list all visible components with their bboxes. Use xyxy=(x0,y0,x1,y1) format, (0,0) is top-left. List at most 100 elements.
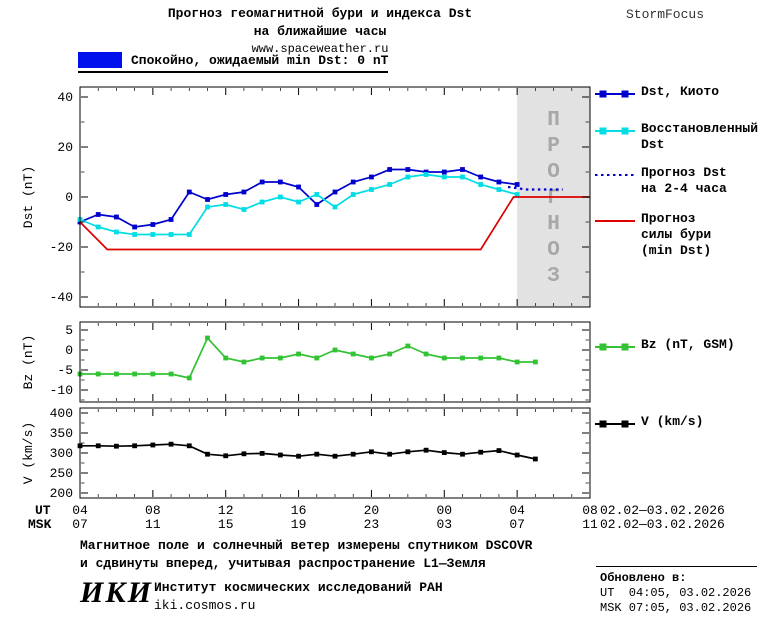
bz-legend: Bz (nT, GSM) xyxy=(595,337,757,358)
bz-marker xyxy=(168,371,174,377)
dst-restored-marker xyxy=(223,202,229,207)
dst-restored-marker xyxy=(296,199,301,205)
y-tick-label: -20 xyxy=(50,240,73,255)
bz-marker xyxy=(241,359,247,365)
bz-marker xyxy=(296,351,301,357)
ut-row-label: UT xyxy=(35,503,51,518)
dst-restored-marker xyxy=(405,174,411,180)
spaceweather-link[interactable]: www.spaceweather.ru xyxy=(251,42,389,56)
dst-restored-marker xyxy=(277,194,283,200)
dst-restored-marker xyxy=(441,174,447,180)
dst-kyoto-marker xyxy=(114,214,119,220)
legend-dst-forecast-label: Прогноз Dst на 2-4 часа xyxy=(641,165,727,196)
iki-link[interactable]: iki.cosmos.ru xyxy=(154,598,256,613)
dst-kyoto-marker xyxy=(277,179,283,185)
y-tick-label: 250 xyxy=(50,466,73,481)
y-axis-title: Dst (nT) xyxy=(21,166,36,228)
footnote-line2: и сдвинуты вперед, учитывая распростране… xyxy=(80,556,486,571)
dst-kyoto-marker xyxy=(478,174,484,180)
ut-tick-label: 04 xyxy=(509,503,525,518)
msk-tick-label: 11 xyxy=(582,517,598,532)
legend-storm-forecast-label: Прогноз силы бури (min Dst) xyxy=(641,211,712,258)
dst-kyoto-marker xyxy=(223,192,229,197)
y-tick-label: -10 xyxy=(50,383,73,398)
bz-swatch xyxy=(595,340,635,358)
dst-kyoto-marker xyxy=(441,169,447,175)
legend-dst-forecast: Прогноз Dst на 2-4 часа xyxy=(595,165,757,197)
status-color-swatch xyxy=(78,52,122,68)
msk-date-range: 02.02—03.02.2026 xyxy=(600,517,725,532)
v-marker xyxy=(423,447,429,453)
msk-row-label: MSK xyxy=(28,517,52,532)
dst-restored-marker xyxy=(186,232,192,237)
v-marker xyxy=(241,451,247,457)
dst-restored-marker xyxy=(132,232,138,237)
bz-marker xyxy=(259,355,265,361)
bz-marker xyxy=(277,355,283,361)
msk-tick-label: 23 xyxy=(364,517,380,532)
v-marker xyxy=(114,443,119,449)
v-marker xyxy=(205,451,210,457)
y-tick-label: 40 xyxy=(57,90,73,105)
dst-kyoto xyxy=(79,168,518,228)
v-marker xyxy=(296,453,301,459)
bz-marker xyxy=(369,355,374,361)
dst-kyoto-marker xyxy=(387,167,393,172)
bz-legend-label: Bz (nT, GSM) xyxy=(641,337,735,352)
plot-box xyxy=(79,321,591,403)
storm-forecast-swatch xyxy=(595,214,635,232)
bz-marker xyxy=(223,355,229,361)
institute-name: Институт космических исследований РАН xyxy=(154,580,443,595)
legend-dst-kyoto: Dst, Киото xyxy=(595,84,757,105)
dst-restored-marker xyxy=(514,192,520,197)
dst-kyoto-marker xyxy=(332,189,338,195)
bz xyxy=(80,336,536,379)
ut-tick-label: 04 xyxy=(72,503,88,518)
dst-restored-marker xyxy=(314,192,320,197)
iki-logo: ИКИ xyxy=(80,576,154,609)
bz-panel: 5 0 -5 -10 Bz (nT) xyxy=(21,321,591,403)
ut-tick-label: 20 xyxy=(364,503,380,518)
bz-marker xyxy=(205,335,210,341)
dst-restored-marker xyxy=(205,204,210,210)
bz-marker xyxy=(514,359,520,365)
forecast-band-letter: О xyxy=(547,239,560,262)
y-tick-label: 0 xyxy=(65,190,73,205)
legend-storm-forecast: Прогноз силы бури (min Dst) xyxy=(595,211,757,259)
v-marker xyxy=(405,449,411,455)
chart-header: Прогноз геомагнитной бури и индекса Dst … xyxy=(60,6,580,56)
bz-marker xyxy=(532,359,538,365)
v-marker xyxy=(441,450,447,455)
dst-kyoto-marker xyxy=(241,189,247,195)
brand-label: StormFocus xyxy=(626,7,705,22)
dst-kyoto-marker xyxy=(95,212,101,217)
v-marker xyxy=(369,449,374,455)
status-text: Спокойно, ожидаемый min Dst: 0 nT xyxy=(131,52,389,68)
v-marker xyxy=(168,441,174,447)
legend-dst-kyoto-label: Dst, Киото xyxy=(641,84,720,99)
y-tick-label: 350 xyxy=(50,426,73,441)
bz-marker xyxy=(332,347,338,353)
forecast-band-letter: О xyxy=(547,161,560,184)
y-axis-title: V (km/s) xyxy=(21,422,36,484)
dst-restored-marker xyxy=(259,199,265,205)
ut-tick-label: 12 xyxy=(218,503,234,518)
v xyxy=(80,443,536,460)
dst-kyoto-marker xyxy=(423,169,429,175)
dst-legend: Dst, Киото Восстановленный Dst Прогноз D… xyxy=(595,84,758,259)
bz-marker xyxy=(496,355,502,361)
footnote-line1: Магнитное поле и солнечный ветер измерен… xyxy=(80,538,533,553)
v-marker xyxy=(496,448,502,453)
v-marker xyxy=(132,443,138,449)
v-marker xyxy=(532,456,538,462)
dst-restored-marker xyxy=(478,182,484,187)
msk-tick-label: 07 xyxy=(509,517,525,532)
ut-tick-label: 08 xyxy=(145,503,161,518)
page-subtitle: на ближайшие часы xyxy=(253,24,387,39)
updated-label: Обновлено в: xyxy=(600,571,687,585)
msk-tick-label: 03 xyxy=(436,517,452,532)
v-marker xyxy=(350,451,356,457)
v-marker xyxy=(478,449,484,455)
